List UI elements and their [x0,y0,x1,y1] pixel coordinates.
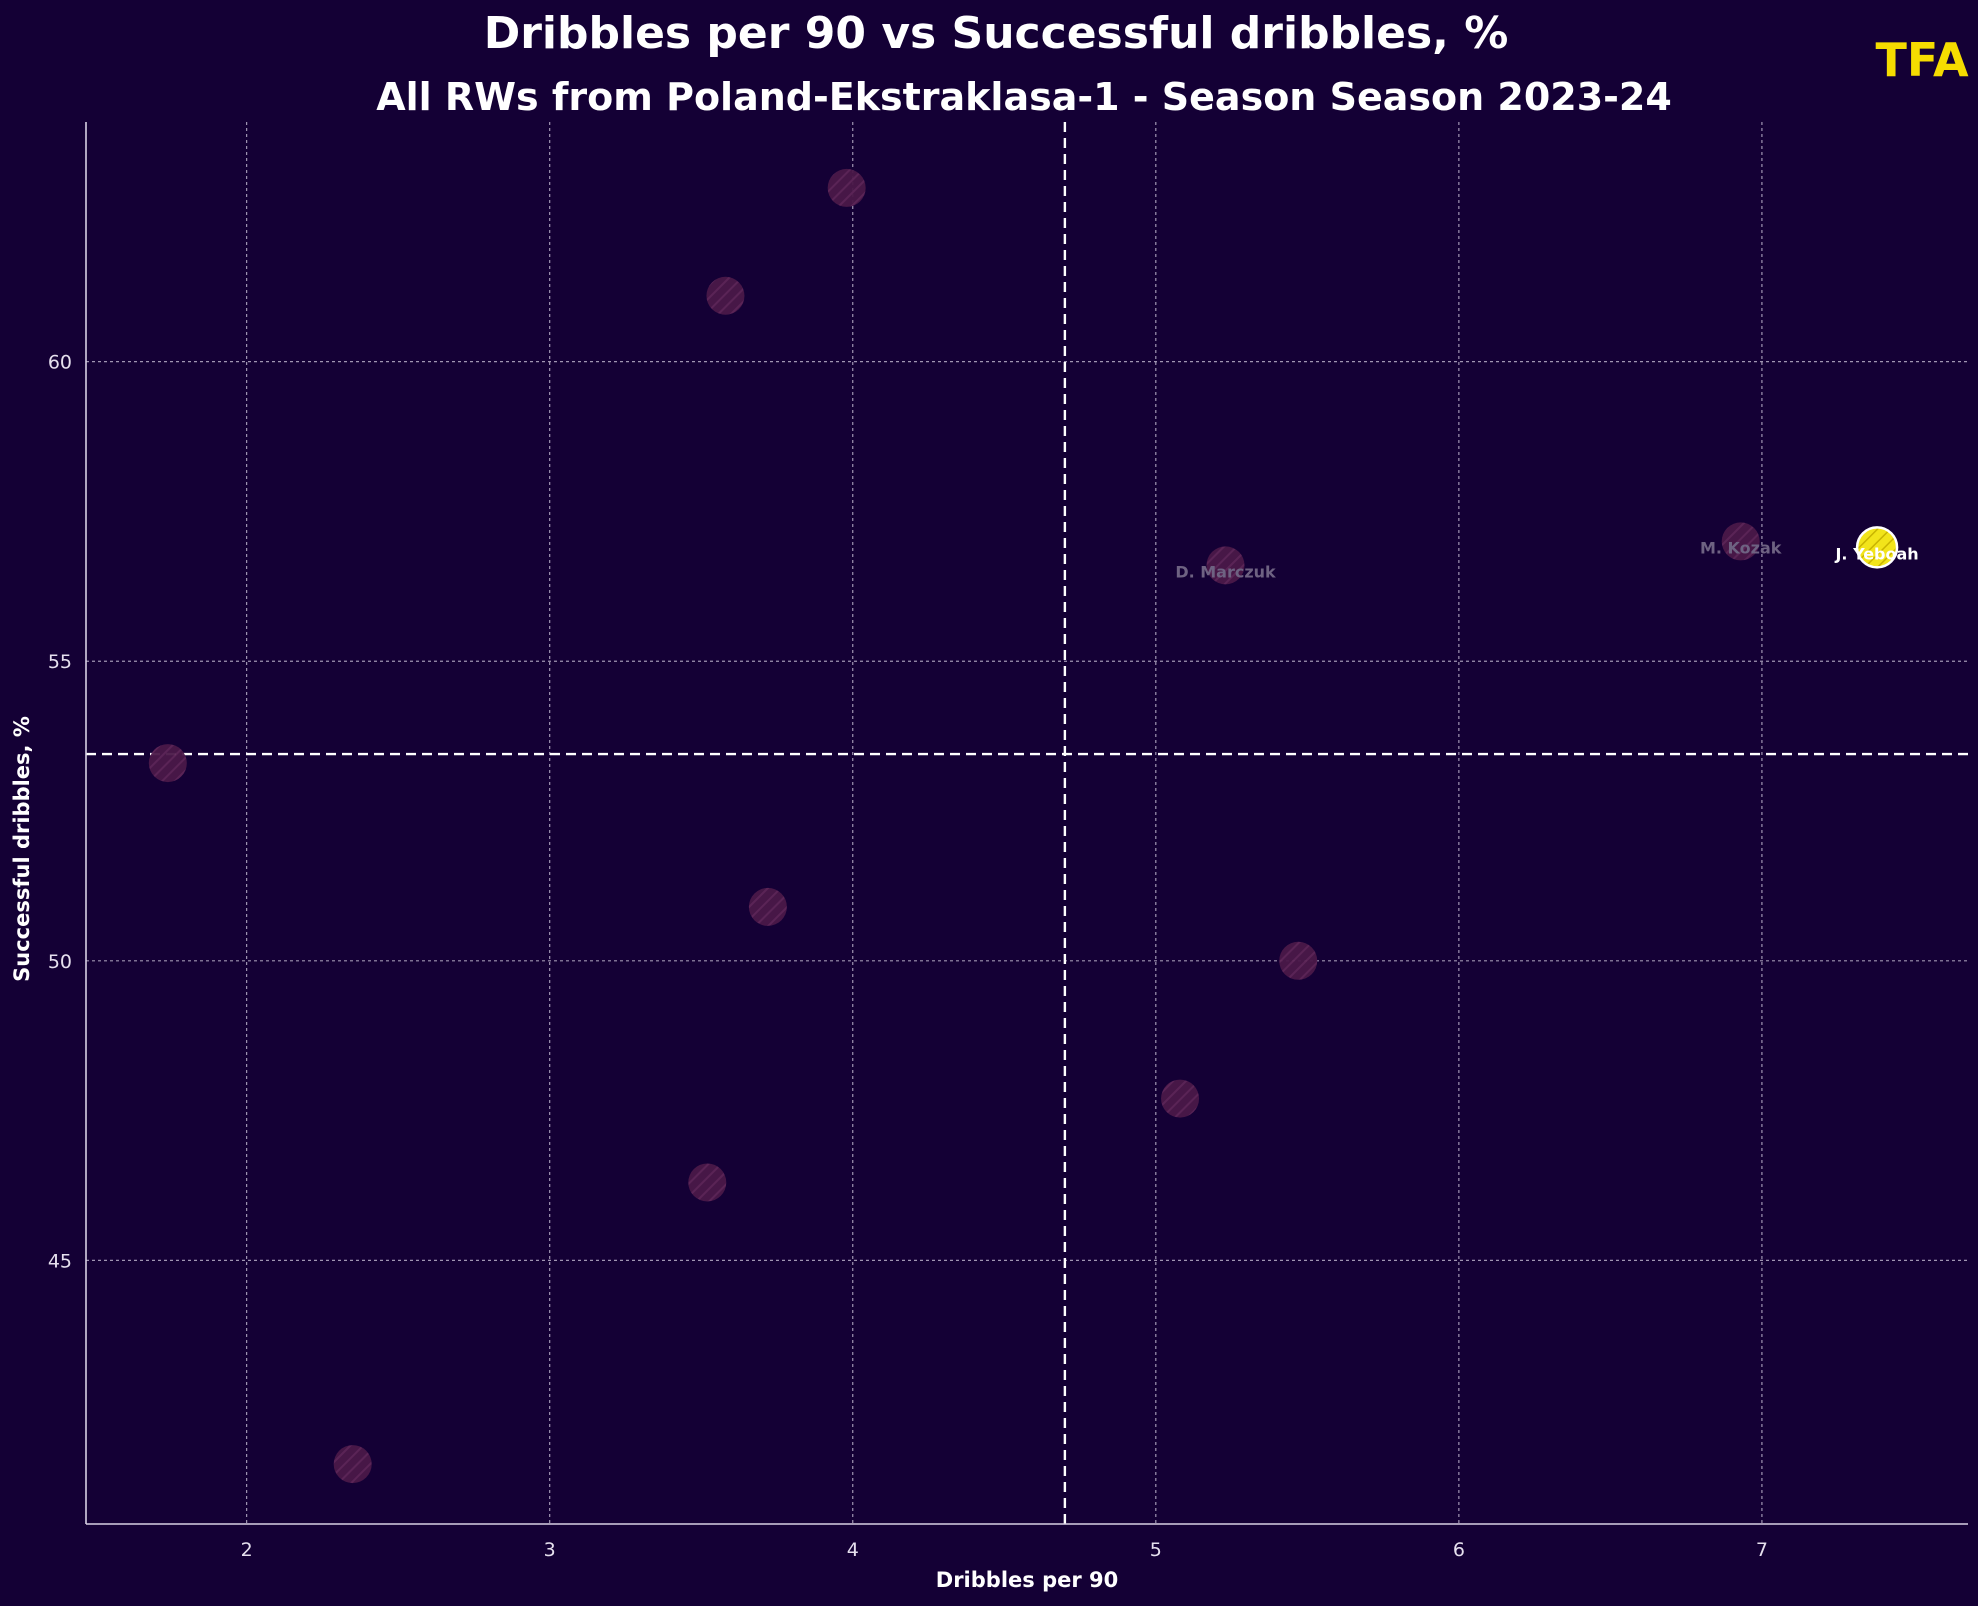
y-axis-label: Successful dribbles, % [10,716,34,982]
data-point [748,887,787,926]
y-tick-label: 55 [48,651,72,673]
x-tick-label: 5 [1150,1539,1162,1561]
data-point [333,1445,372,1484]
x-tick-label: 7 [1756,1539,1768,1561]
data-point [827,168,866,207]
data-point [688,1163,727,1202]
reference-lines [86,122,1968,1524]
chart-subtitle: All RWs from Poland-Ekstraklasa-1 - Seas… [376,75,1672,119]
data-point [1161,1079,1200,1118]
x-tick-label: 4 [847,1539,859,1561]
y-tick-label: 60 [48,352,72,374]
data-points [148,168,1899,1484]
chart-title: Dribbles per 90 vs Successful dribbles, … [484,8,1509,59]
y-tick-label: 50 [48,951,72,973]
highlight-point [1855,526,1899,569]
x-tick-label: 3 [544,1539,556,1561]
data-point [1721,522,1760,561]
data-point [1279,941,1318,980]
data-point [1206,546,1245,585]
data-point [706,276,745,315]
x-axis-label: Dribbles per 90 [936,1568,1118,1592]
point-labels: D. Marczuk M. Kozak J. Yeboah [1175,538,1918,581]
tfa-logo: TFA [1875,33,1969,87]
point-label: M. Kozak [1700,538,1782,557]
grid [86,122,1968,1524]
point-label: D. Marczuk [1175,562,1276,581]
y-tick-label: 45 [48,1250,72,1272]
highlight-point-label: J. Yeboah [1834,544,1918,563]
data-point [148,744,187,783]
x-tick-label: 2 [241,1539,253,1561]
x-tick-label: 6 [1453,1539,1465,1561]
